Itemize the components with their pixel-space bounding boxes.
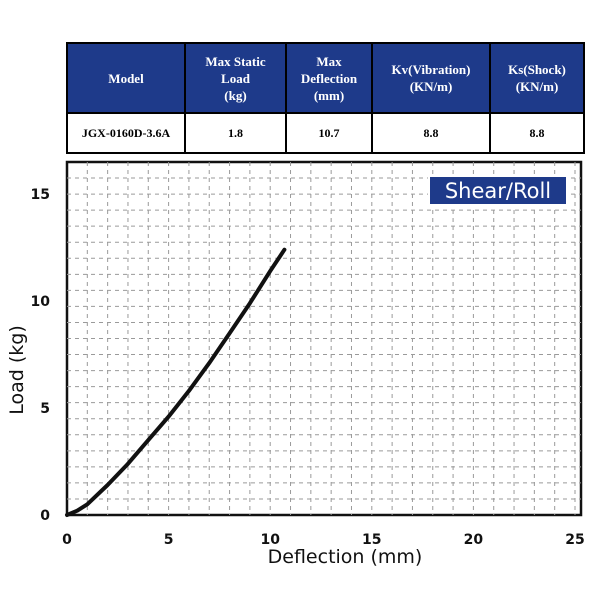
header-model: Model [66, 42, 186, 114]
data-point [167, 414, 171, 419]
cell-max-static-load: 1.8 [184, 112, 287, 154]
y-tick-label: 5 [40, 401, 50, 417]
data-point [106, 483, 110, 487]
spec-table: Model Max Static Load (kg) Max Deflectio… [66, 42, 585, 154]
header-max-static-load: Max Static Load (kg) [184, 42, 287, 114]
badge-box [428, 175, 568, 206]
badge-label: Shear/Roll [445, 179, 551, 203]
cell-max-deflection: 10.7 [285, 112, 373, 154]
x-axis-label: Deflection (mm) [268, 546, 423, 568]
data-point [282, 248, 287, 252]
header-max-deflection: Max Deflection (mm) [285, 42, 373, 114]
x-tick-label: 5 [164, 532, 174, 548]
cell-kv-vibration: 8.8 [371, 112, 491, 154]
table-row: JGX-0160D-3.6A 1.8 10.7 8.8 8.8 [66, 112, 585, 154]
x-tick-label: 10 [260, 532, 280, 548]
data-point [268, 269, 272, 273]
data-point [146, 438, 150, 442]
data-point [207, 361, 211, 365]
tick-labels: 0 5 10 15 20 25 0 5 10 15 [31, 187, 585, 548]
y-tick-label: 10 [31, 294, 51, 310]
y-tick-label: 15 [31, 187, 50, 203]
data-point [75, 509, 79, 513]
x-tick-label: 0 [62, 532, 72, 548]
spec-header-row: Model Max Static Load (kg) Max Deflectio… [66, 42, 585, 114]
curve-layer [65, 247, 287, 517]
y-tick-label: 0 [40, 508, 50, 524]
x-tick-label: 15 [362, 532, 381, 548]
badge: Shear/Roll [428, 175, 568, 206]
grid [67, 162, 581, 515]
cell-model: JGX-0160D-3.6A [66, 112, 186, 154]
data-point [126, 462, 130, 466]
data-point [187, 389, 191, 393]
cell-ks-shock: 8.8 [489, 112, 585, 154]
x-tick-label: 20 [464, 532, 484, 548]
header-kv-vibration: Kv(Vibration) (KN/m) [371, 42, 491, 114]
data-point [227, 331, 232, 335]
data-point [85, 502, 89, 506]
header-ks-shock: Ks(Shock) (KN/m) [489, 42, 585, 114]
data-point [248, 301, 252, 305]
data-point [65, 513, 69, 517]
y-axis-label: Load (kg) [6, 325, 28, 415]
x-tick-label: 25 [565, 532, 584, 548]
